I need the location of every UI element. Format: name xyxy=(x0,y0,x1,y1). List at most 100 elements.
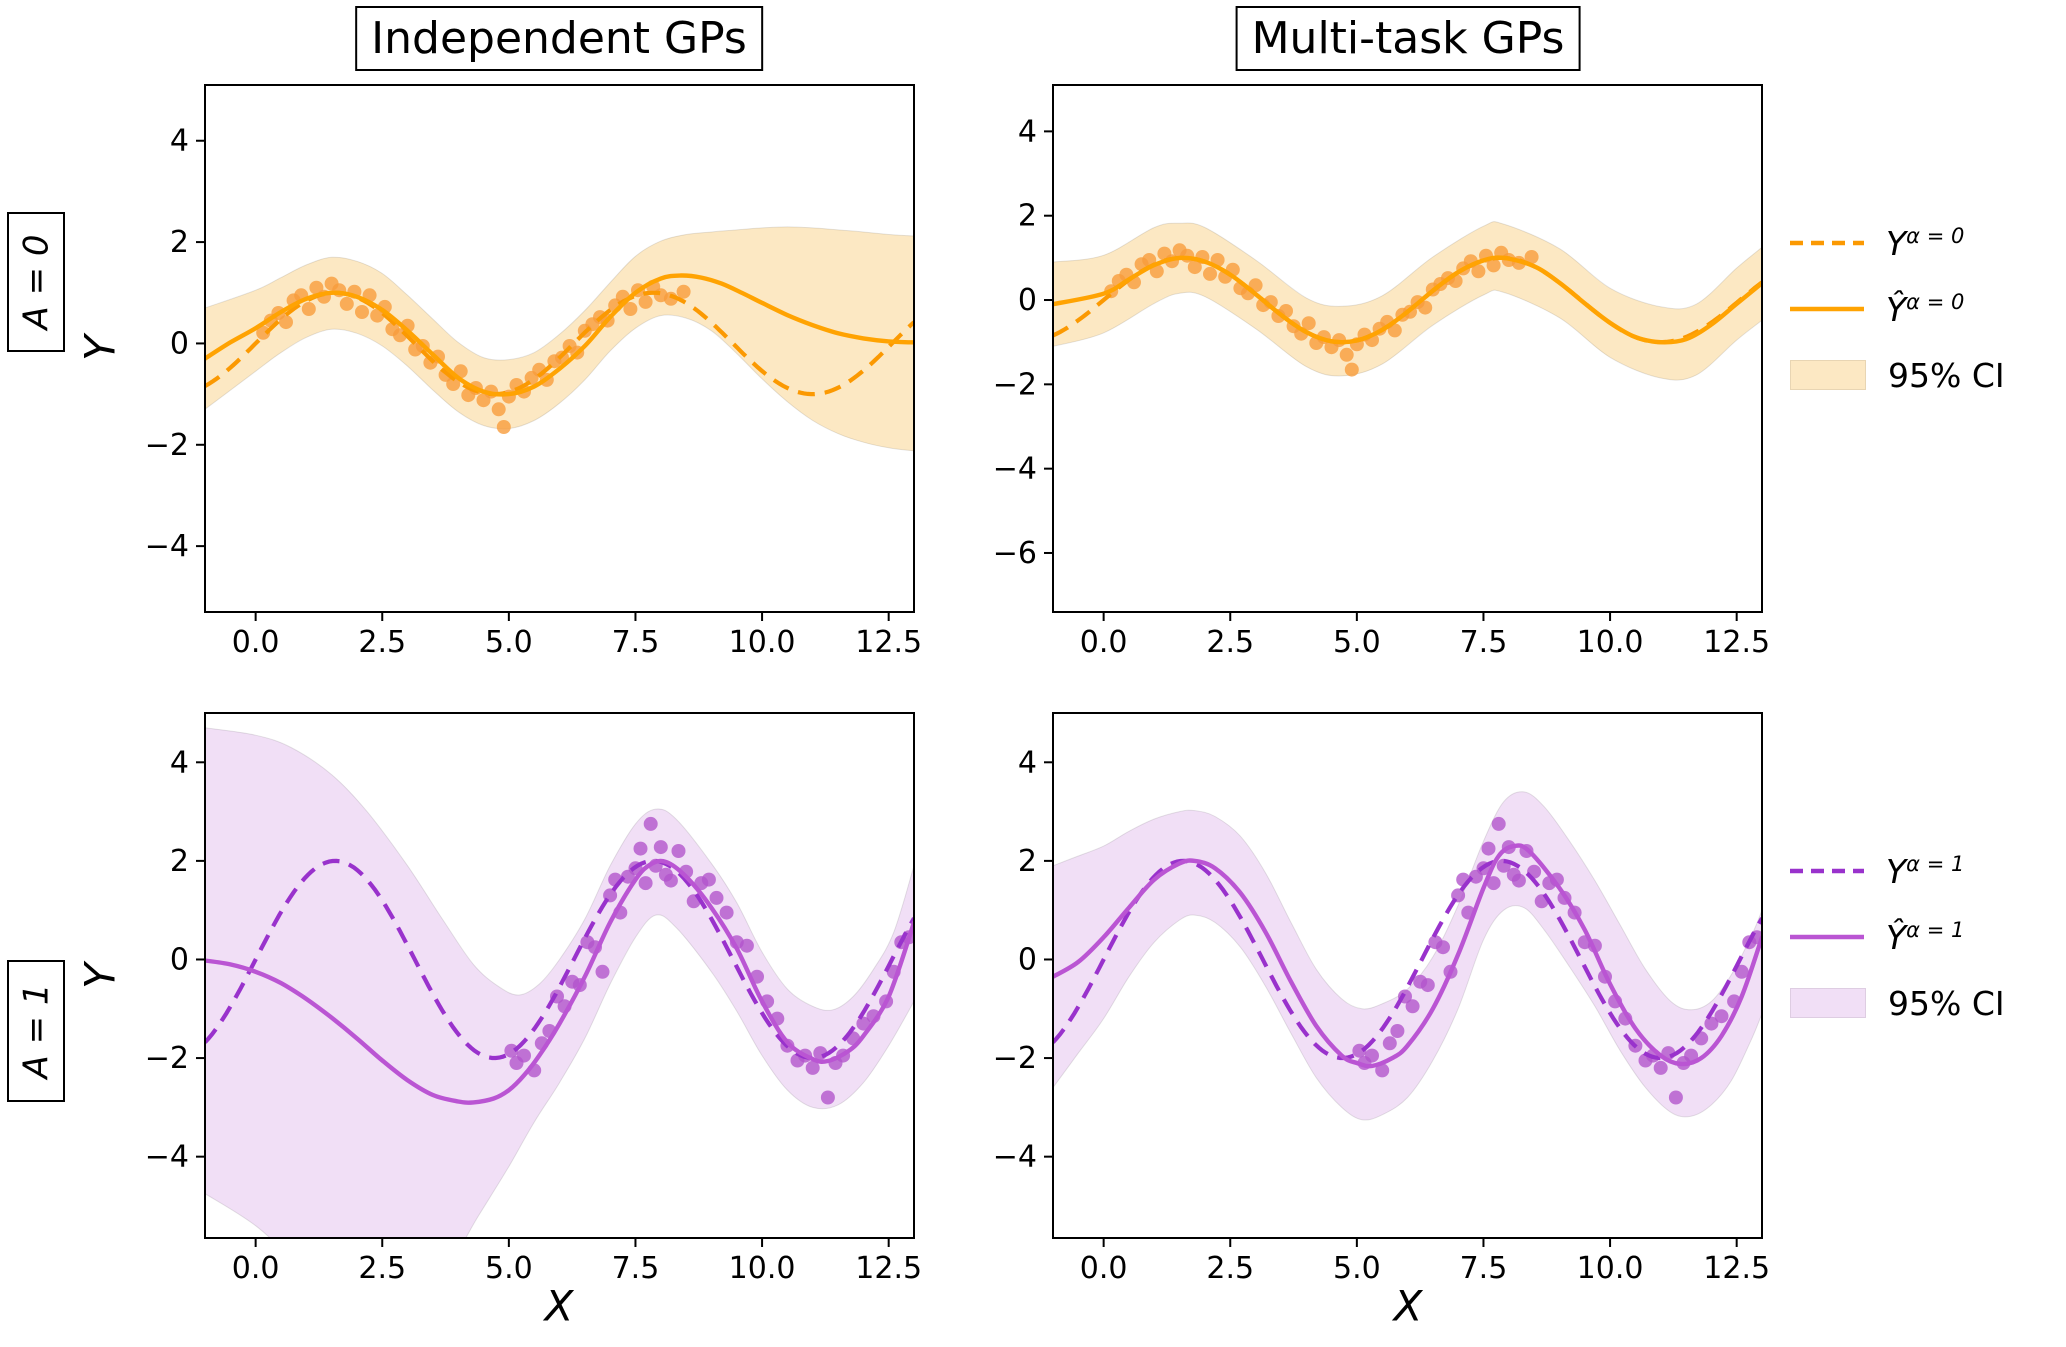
data-point xyxy=(1734,964,1749,979)
panel-content-independent-gp-a0 xyxy=(205,226,914,452)
data-point xyxy=(496,420,511,434)
data-point xyxy=(1203,266,1217,281)
y-axis-label-bottom: Y xyxy=(75,963,125,989)
data-point xyxy=(643,816,658,831)
y-tick-label: 2 xyxy=(170,844,189,879)
x-tick-label: 2.5 xyxy=(1206,1251,1254,1286)
data-point xyxy=(279,315,293,330)
dashed-line-swatch xyxy=(1790,868,1864,874)
solid-line-swatch xyxy=(1790,306,1864,312)
data-point xyxy=(595,964,610,979)
legend-label: Yα = 1 xyxy=(1886,851,1965,891)
data-point xyxy=(638,876,653,891)
data-point xyxy=(1668,1090,1683,1105)
data-point xyxy=(1301,316,1316,331)
y-tick-label: 4 xyxy=(170,124,189,159)
x-tick-label: 10.0 xyxy=(1577,1251,1644,1286)
data-point xyxy=(1486,258,1501,273)
gp-prediction-solid-line xyxy=(205,273,914,397)
data-point xyxy=(709,890,724,905)
x-tick-label: 7.5 xyxy=(1460,625,1508,660)
data-point xyxy=(301,302,316,316)
solid-line-swatch xyxy=(1790,934,1864,940)
data-point xyxy=(638,294,653,309)
data-point xyxy=(1471,264,1486,279)
gp-prediction-solid-line xyxy=(205,858,914,1105)
data-point xyxy=(1491,816,1506,831)
data-point xyxy=(671,844,686,858)
y-tick-label: 4 xyxy=(1018,114,1037,149)
data-point xyxy=(820,1090,835,1105)
legend-label: Yα = 0 xyxy=(1886,223,1965,263)
x-axis-label-right: X xyxy=(1393,1281,1423,1331)
data-point xyxy=(355,305,369,319)
data-point xyxy=(739,938,754,953)
data-point xyxy=(1511,873,1526,888)
data-point xyxy=(701,872,716,887)
axis-ticks: 0.0 2.5 5.0 7.5 10.0 12.5 −4 −2 0 2 4 xyxy=(993,745,1770,1286)
y-tick-label: −4 xyxy=(993,1140,1037,1175)
x-tick-label: 2.5 xyxy=(1206,625,1254,660)
legend-label: 95% CI xyxy=(1888,983,2005,1023)
data-point xyxy=(1405,999,1420,1014)
x-tick-label: 10.0 xyxy=(729,625,796,660)
data-point xyxy=(1382,1036,1397,1051)
legend-a1: Yα = 1 Ŷα = 1 95% CI xyxy=(1790,850,2005,1024)
y-tick-label: −2 xyxy=(145,428,189,463)
x-tick-label: 12.5 xyxy=(1703,625,1770,660)
axes-spines xyxy=(1052,712,1763,1239)
data-point xyxy=(1390,1024,1405,1038)
axis-ticks: 0.0 2.5 5.0 7.5 10.0 12.5 −4 −2 0 2 4 xyxy=(145,124,922,660)
panel-content-multitask-gp-a0 xyxy=(1053,221,1762,381)
ci-band xyxy=(205,727,914,1238)
panel-independent-gp-a1: 0.0 2.5 5.0 7.5 10.0 12.5 −4 −2 0 2 4 xyxy=(145,712,922,1286)
x-tick-label: 0.0 xyxy=(232,1251,280,1286)
data-point xyxy=(1365,1048,1379,1063)
row-label-a0: A = 0 xyxy=(7,212,65,352)
data-point xyxy=(1481,841,1496,856)
y-tick-label: −2 xyxy=(993,1041,1037,1076)
panel-independent-gp-a0: 0.0 2.5 5.0 7.5 10.0 12.5 −4 −2 0 2 4 xyxy=(145,84,922,660)
x-tick-label: 10.0 xyxy=(1577,625,1644,660)
data-point xyxy=(1339,347,1354,362)
data-point xyxy=(1684,1048,1699,1063)
data-point xyxy=(1653,1060,1668,1075)
data-point xyxy=(517,1048,531,1063)
x-tick-label: 12.5 xyxy=(855,625,922,660)
x-tick-label: 2.5 xyxy=(358,1251,406,1286)
data-point xyxy=(1486,876,1501,891)
data-point xyxy=(1387,323,1402,338)
data-point xyxy=(339,296,354,311)
row-label-a1: A = 1 xyxy=(7,960,65,1102)
true-function-dashed-line xyxy=(1053,858,1762,1061)
legend-a0: Yα = 0 Ŷα = 0 95% CI xyxy=(1790,222,2005,396)
data-point xyxy=(653,840,668,855)
legend-item-ci-a1: 95% CI xyxy=(1790,982,2005,1024)
y-tick-label: −4 xyxy=(993,452,1037,487)
legend-item-true-curve-a0: Yα = 0 xyxy=(1790,222,2005,264)
x-tick-label: 12.5 xyxy=(1703,1251,1770,1286)
y-tick-label: −4 xyxy=(145,529,189,564)
column-title-independent-gps: Independent GPs xyxy=(355,6,763,72)
axes-spines xyxy=(204,712,915,1239)
y-tick-label: −6 xyxy=(993,536,1037,571)
data-point xyxy=(805,1060,820,1075)
dashed-line-swatch xyxy=(1790,240,1864,246)
y-tick-label: 0 xyxy=(170,942,189,977)
x-tick-label: 12.5 xyxy=(855,1251,922,1286)
ci-patch-swatch xyxy=(1790,988,1866,1018)
gp-prediction-solid-line xyxy=(1053,843,1762,1069)
data-point xyxy=(491,402,506,417)
data-point xyxy=(504,1043,519,1058)
axes-spines xyxy=(204,84,915,613)
x-tick-label: 5.0 xyxy=(1333,1251,1381,1286)
ci-band xyxy=(1053,221,1762,381)
data-point xyxy=(1524,250,1539,264)
x-tick-label: 5.0 xyxy=(485,1251,533,1286)
axes-spines xyxy=(1052,84,1763,613)
gp-prediction-solid-line xyxy=(1053,255,1762,345)
panel-multitask-gp-a0: 0.0 2.5 5.0 7.5 10.0 12.5 −6 −4 −2 0 2 4 xyxy=(993,84,1770,660)
data-point xyxy=(1344,362,1359,377)
legend-item-ci-a0: 95% CI xyxy=(1790,354,2005,396)
